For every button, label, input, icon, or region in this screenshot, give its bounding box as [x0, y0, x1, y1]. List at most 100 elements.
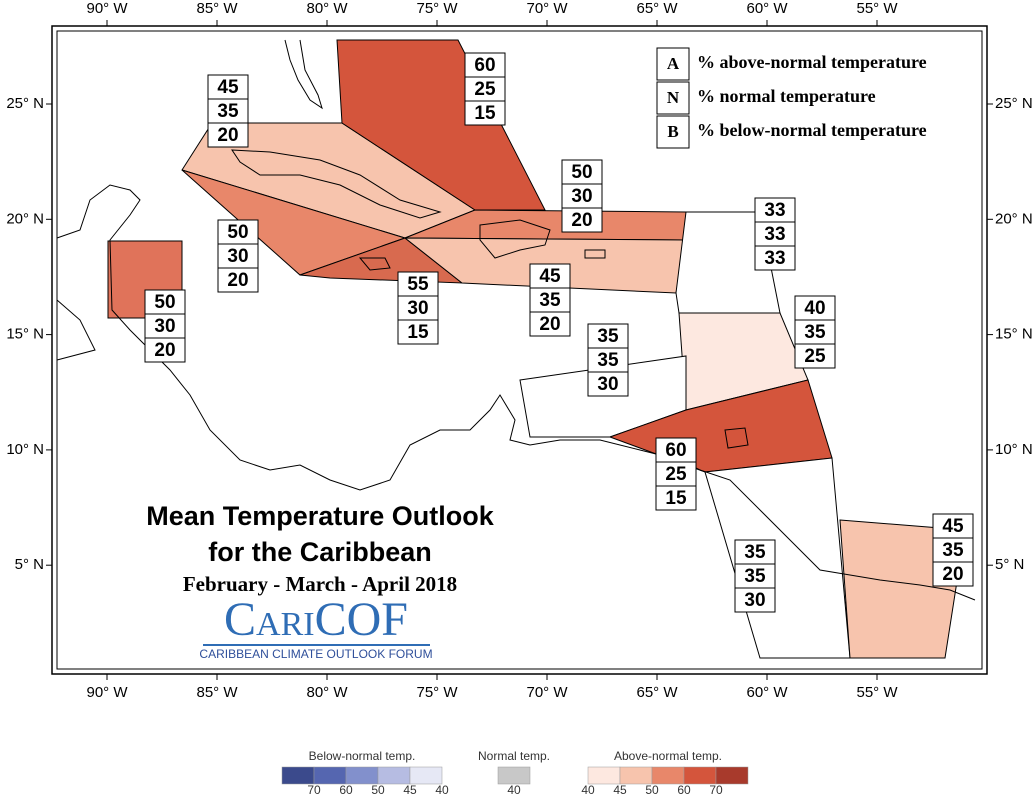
lon-label: 80° W — [306, 0, 348, 17]
colorbar-cell — [377, 766, 411, 785]
colorbar-title: Normal temp. — [478, 749, 550, 763]
colorbar-cell — [587, 766, 621, 785]
lon-label: 60° W — [746, 0, 788, 17]
probability-value: 30 — [744, 590, 765, 611]
key-cell — [656, 81, 690, 115]
probability-cell — [932, 561, 974, 587]
colorbar-cell — [281, 766, 315, 785]
colorbar-title: Below-normal temp. — [309, 749, 416, 763]
probability-value: 25 — [474, 79, 496, 100]
lat-label: 25° N — [995, 95, 1033, 112]
lon-label: 60° W — [746, 684, 788, 701]
probability-value: 25 — [665, 464, 687, 485]
colorbar-cell — [619, 766, 653, 785]
probability-value: 30 — [597, 374, 618, 395]
lon-label: 55° W — [856, 0, 898, 17]
colorbar-tick: 40 — [435, 783, 449, 796]
colorbar-tick: 60 — [677, 783, 691, 796]
colorbar-cell — [497, 766, 531, 785]
coastline — [56, 299, 96, 361]
probability-cell — [734, 539, 776, 565]
probability-value: 15 — [474, 103, 496, 124]
lon-label: 90° W — [86, 684, 128, 701]
probability-cell — [561, 183, 603, 209]
lon-label: 80° W — [306, 684, 348, 701]
probability-cell — [207, 98, 249, 124]
colorbar: Below-normal temp. 70 60 50 45 40 Normal temp.… — [281, 749, 749, 797]
probability-value: 15 — [407, 322, 429, 343]
lon-label: 75° W — [416, 684, 458, 701]
probability-cell — [794, 319, 836, 345]
probability-cell — [561, 207, 603, 233]
probability-cell — [655, 461, 697, 487]
probability-value: 35 — [597, 326, 619, 347]
coastline — [56, 184, 976, 601]
probability-value: 35 — [804, 322, 826, 343]
cuba — [231, 149, 442, 219]
probability-value: 20 — [217, 125, 238, 146]
key-letter: A — [667, 54, 680, 73]
key-text: % above-normal temperature — [697, 52, 927, 72]
hispaniola — [479, 219, 551, 259]
coastline — [284, 39, 323, 110]
probability-value: 30 — [407, 298, 428, 319]
probability-value: 45 — [217, 77, 239, 98]
key-text: % normal temperature — [697, 86, 876, 106]
probability-cell — [587, 323, 629, 349]
title: Mean Temperature Outlook — [146, 501, 495, 531]
probability-value: 30 — [571, 186, 592, 207]
probability-value: 20 — [154, 340, 175, 361]
colorbar-tick: 50 — [371, 783, 385, 796]
probability-value: 35 — [597, 350, 619, 371]
probability-value: 35 — [217, 101, 239, 122]
colorbar-title: Above-normal temp. — [614, 749, 722, 763]
colorbar-cell — [345, 766, 379, 785]
probability-cell — [464, 76, 506, 102]
key-cell — [656, 47, 690, 81]
lat-label: 20° N — [995, 210, 1033, 227]
lon-label: 90° W — [86, 0, 128, 17]
probability-cell — [529, 311, 571, 337]
puerto-rico — [584, 249, 606, 259]
probability-value: 20 — [942, 564, 963, 585]
probability-cell — [207, 74, 249, 100]
lon-label: 85° W — [196, 0, 238, 17]
probability-value: 45 — [539, 266, 561, 287]
key-text: % below-normal temperature — [697, 120, 927, 140]
probability-cell — [217, 243, 259, 269]
lon-label: 70° W — [526, 0, 568, 17]
logo: CariCOF — [224, 593, 408, 646]
lon-label: 70° W — [526, 684, 568, 701]
probability-cell — [144, 337, 186, 363]
colorbar-cell — [313, 766, 347, 785]
probability-value: 60 — [474, 55, 495, 76]
probability-cell — [144, 289, 186, 315]
probability-value: 30 — [154, 316, 175, 337]
lat-label: 10° N — [6, 441, 44, 458]
probability-value: 33 — [764, 224, 785, 245]
lat-label: 25° N — [6, 95, 44, 112]
lat-label: 20° N — [6, 210, 44, 227]
key-letter: B — [667, 122, 678, 141]
probability-value: 33 — [764, 248, 785, 269]
probability-cell — [397, 319, 439, 345]
lat-label: 15° N — [6, 326, 44, 343]
colorbar-tick: 50 — [645, 783, 659, 796]
probability-cell — [932, 537, 974, 563]
probability-cell — [464, 52, 506, 78]
probability-cell — [655, 485, 697, 511]
logo-subtitle: CARIBBEAN CLIMATE OUTLOOK FORUM — [199, 647, 432, 661]
probability-cell — [794, 343, 836, 369]
lat-label: 10° N — [995, 441, 1033, 458]
probability-cell — [587, 347, 629, 373]
colorbar-tick: 60 — [339, 783, 353, 796]
probability-value: 35 — [744, 566, 766, 587]
axes: 90° W 90° W 85° W 85° W 80° W 80° W 75° W 75° W… — [6, 0, 1032, 701]
period: February - March - April 2018 — [183, 572, 457, 596]
probability-cell — [734, 587, 776, 613]
lon-label: 65° W — [636, 684, 678, 701]
probability-value: 50 — [227, 222, 248, 243]
jamaica — [358, 257, 391, 271]
lat-label: 5° N — [995, 556, 1024, 573]
